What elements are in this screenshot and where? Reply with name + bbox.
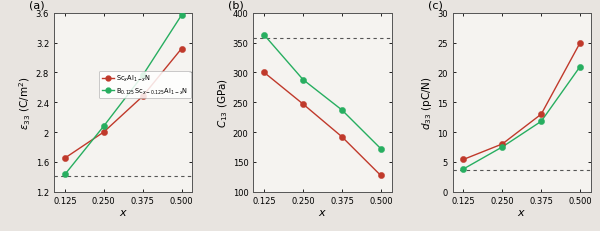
Text: (a): (a) — [29, 0, 45, 10]
X-axis label: $x$: $x$ — [517, 207, 526, 217]
X-axis label: $x$: $x$ — [318, 207, 327, 217]
Text: (b): (b) — [229, 0, 244, 10]
Text: (c): (c) — [428, 0, 443, 10]
Legend: Sc$_x$Al$_{1-x}$N, B$_{0.125}$Sc$_{x-0.125}$Al$_{1-x}$N: Sc$_x$Al$_{1-x}$N, B$_{0.125}$Sc$_{x-0.1… — [99, 71, 191, 99]
Y-axis label: $\varepsilon_{33}$ (C/m$^2$): $\varepsilon_{33}$ (C/m$^2$) — [17, 76, 33, 129]
X-axis label: $x$: $x$ — [119, 207, 128, 217]
Y-axis label: $d_{33}$ (pC/N): $d_{33}$ (pC/N) — [421, 76, 434, 130]
Y-axis label: $C_{13}$ (GPa): $C_{13}$ (GPa) — [216, 78, 230, 128]
